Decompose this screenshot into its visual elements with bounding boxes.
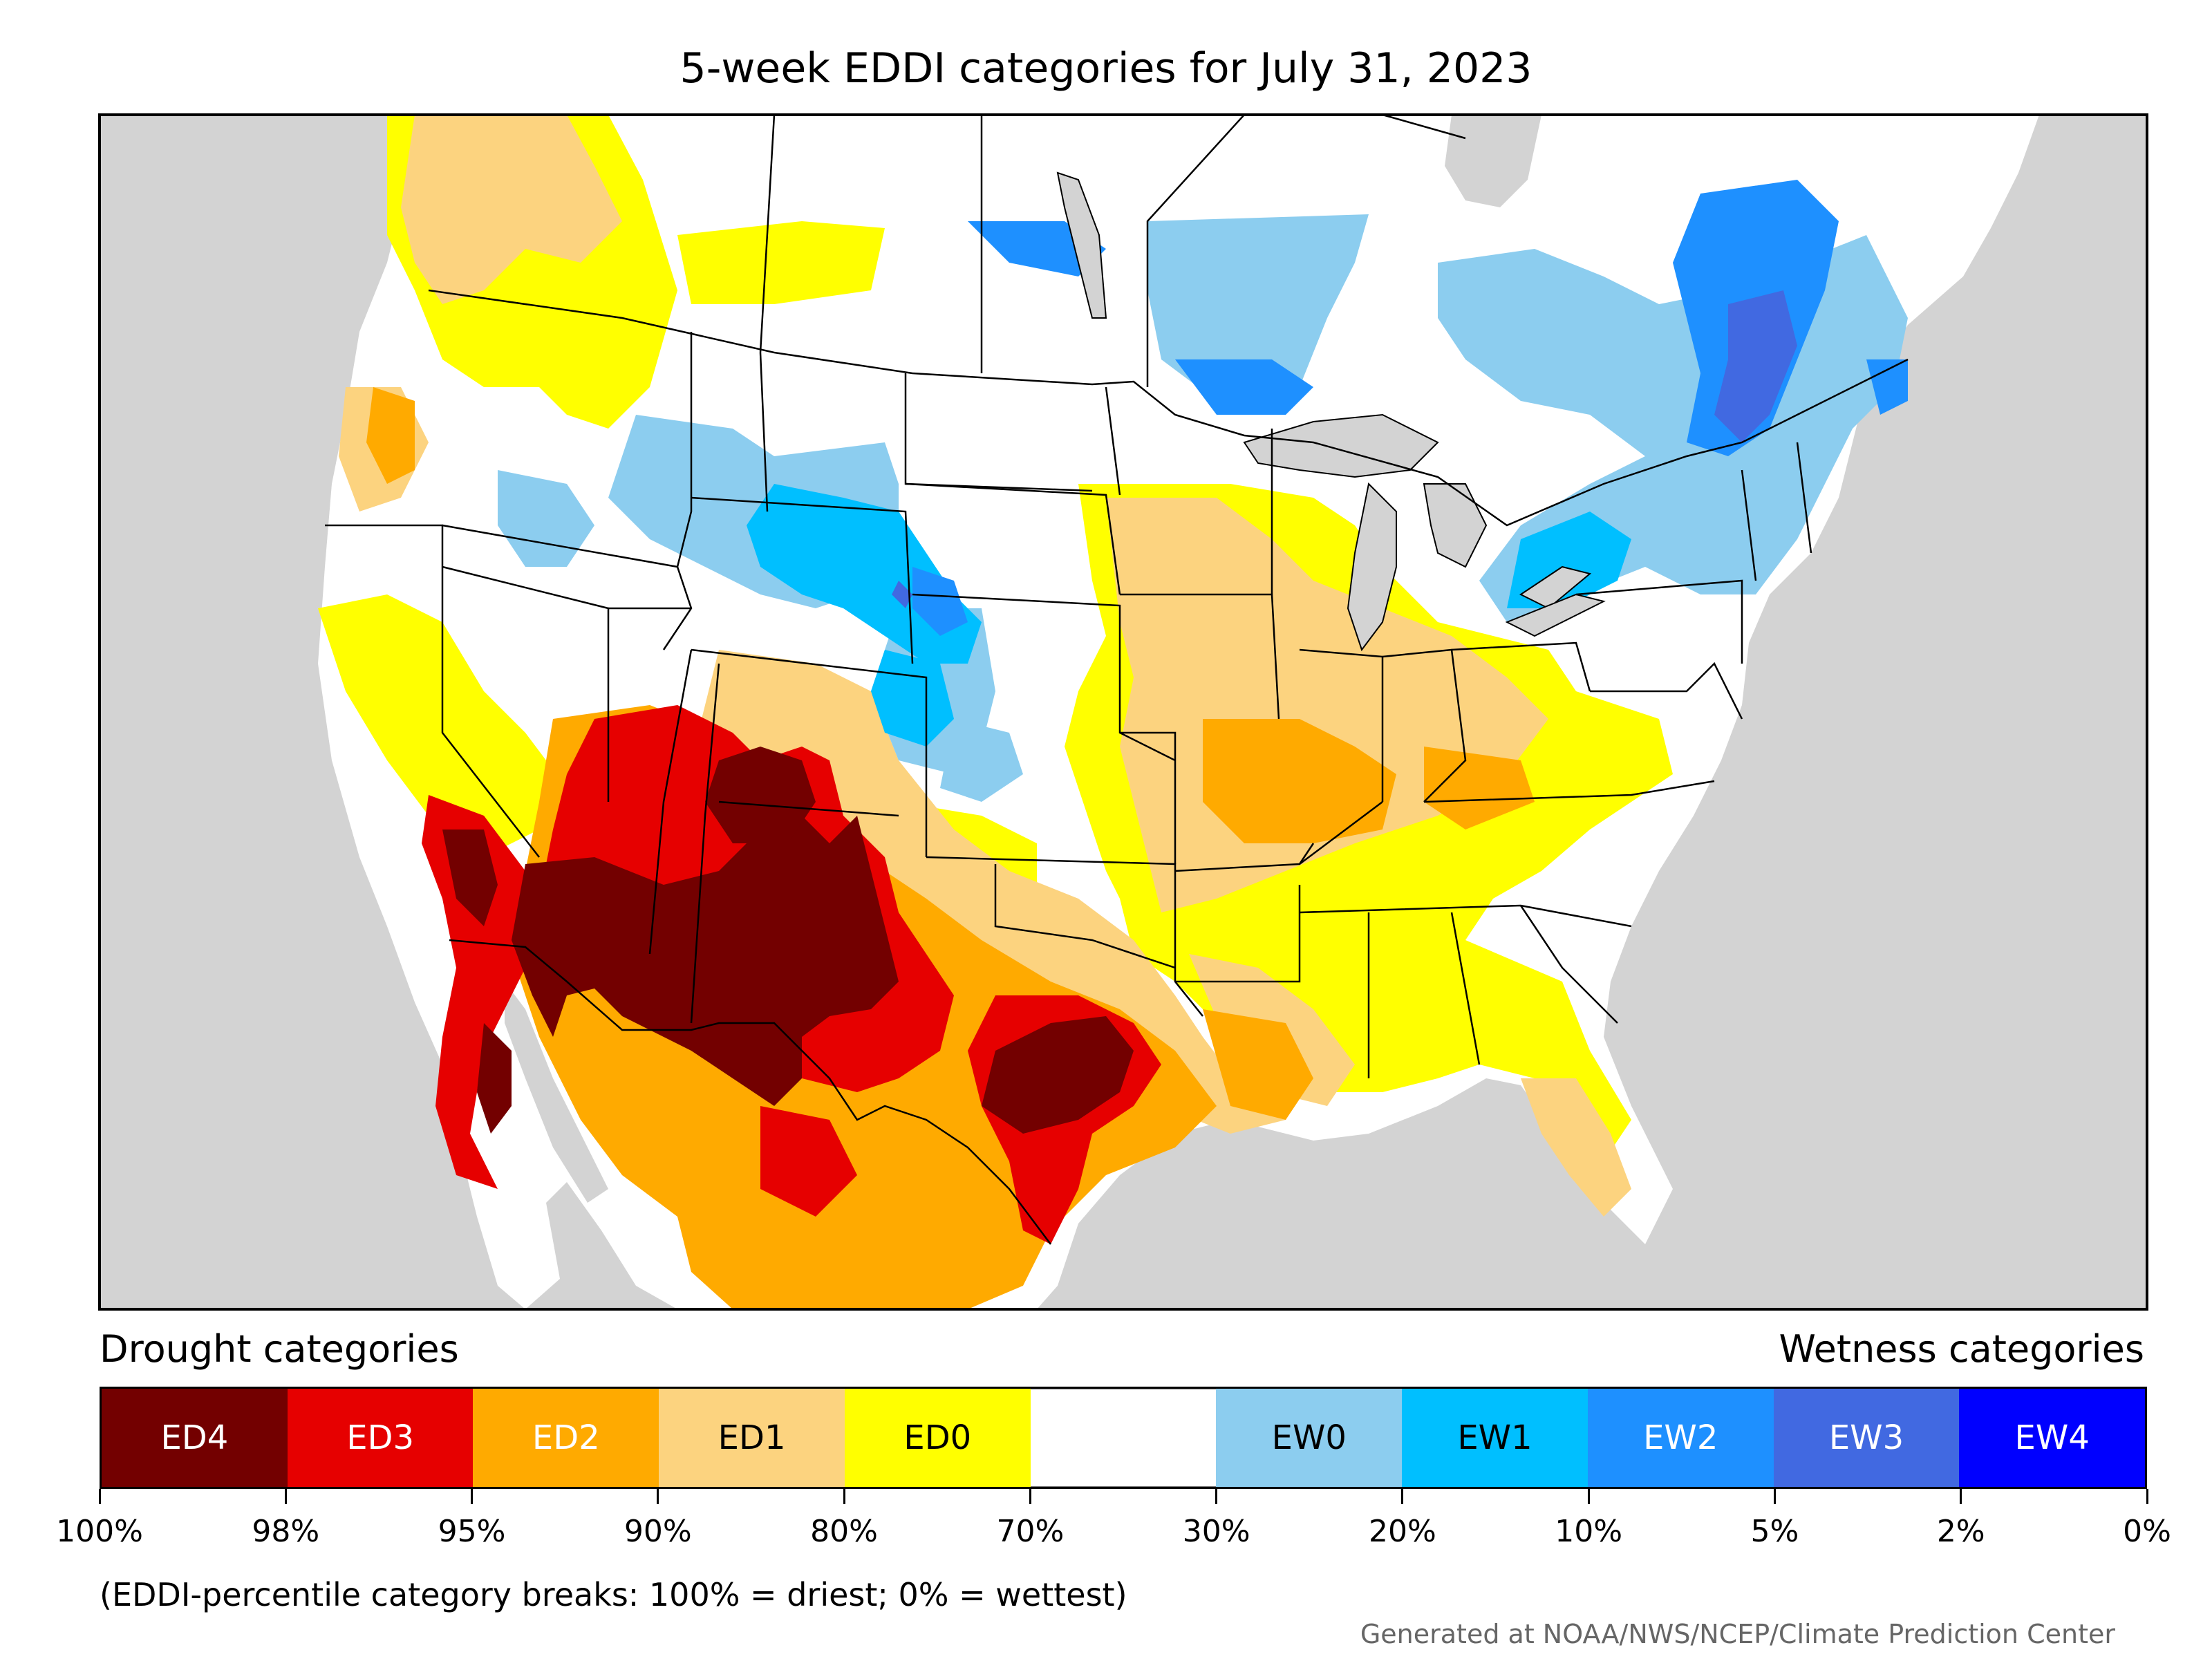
legend-swatch-ew3: EW3: [1773, 1389, 1960, 1487]
legend-swatch-label: ED1: [718, 1418, 786, 1457]
drought-categories-title: Drought categories: [100, 1327, 459, 1371]
legend-swatch-ed3: ED3: [287, 1389, 474, 1487]
tick-label: 2%: [1936, 1514, 1985, 1549]
tick-label: 0%: [2123, 1514, 2171, 1549]
tick-mark: [1587, 1489, 1590, 1504]
ew3-areas: [892, 290, 1797, 608]
tick-mark: [1215, 1489, 1218, 1504]
tick-label: 100%: [56, 1514, 143, 1549]
tick-label: 98%: [252, 1514, 320, 1549]
legend-swatch-ed1: ED1: [659, 1389, 845, 1487]
legend-swatch-label: EW4: [2014, 1418, 2090, 1457]
tick-label: 20%: [1369, 1514, 1436, 1549]
tick-label: 90%: [624, 1514, 692, 1549]
tick-label: 80%: [810, 1514, 878, 1549]
eddi-map: [98, 113, 2148, 1311]
tick-mark: [1960, 1489, 1962, 1504]
legend-swatch-ed4: ED4: [102, 1389, 288, 1487]
legend-swatch-label: EW0: [1271, 1418, 1347, 1457]
tick-mark: [2146, 1489, 2148, 1504]
tick-label: 95%: [438, 1514, 506, 1549]
tick-mark: [1773, 1489, 1776, 1504]
political-boundaries: [325, 115, 1909, 1245]
legend-swatch-ew2: EW2: [1587, 1389, 1774, 1487]
tick-mark: [657, 1489, 659, 1504]
hudson-bay: [1445, 115, 1541, 207]
tick-label: 10%: [1555, 1514, 1623, 1549]
legend-swatch-ed2: ED2: [473, 1389, 659, 1487]
legend-swatch-ew0: EW0: [1216, 1389, 1403, 1487]
tick-label: 70%: [996, 1514, 1065, 1549]
legend-swatch-label: ED3: [346, 1418, 415, 1457]
legend-swatch-label: EW2: [1643, 1418, 1718, 1457]
tick-mark: [284, 1489, 287, 1504]
legend-swatch-ed0: ED0: [844, 1389, 1031, 1487]
credit-line: Generated at NOAA/NWS/NCEP/Climate Predi…: [1360, 1619, 2115, 1649]
great-lakes: [1243, 413, 1606, 652]
tick-label: 5%: [1750, 1514, 1799, 1549]
legend-swatch-normal: [1030, 1389, 1217, 1487]
legend-swatch-label: EW1: [1457, 1418, 1533, 1457]
tick-mark: [98, 1489, 101, 1504]
tick-mark: [1029, 1489, 1031, 1504]
tick-mark: [1401, 1489, 1404, 1504]
legend-swatch-label: ED2: [532, 1418, 600, 1457]
map-title: 5-week EDDI categories for July 31, 2023: [679, 44, 1533, 93]
ed4-areas: [442, 747, 1134, 1134]
wetness-categories-title: Wetness categories: [1779, 1327, 2144, 1371]
legend-swatch-ew1: EW1: [1402, 1389, 1588, 1487]
lake-winnipeg: [1056, 171, 1107, 319]
legend-swatch-ew4: EW4: [1959, 1389, 2146, 1487]
legend-swatch-label: ED0: [903, 1418, 972, 1457]
tick-mark: [843, 1489, 845, 1504]
tick-label: 30%: [1182, 1514, 1250, 1549]
gulf-of-california: [505, 982, 608, 1203]
category-colorbar: ED4 ED3 ED2 ED1 ED0 EW0 EW1 EW2 EW3 EW4: [100, 1387, 2147, 1489]
category-note: (EDDI-percentile category breaks: 100% =…: [100, 1576, 1127, 1613]
map-frame: [98, 113, 2148, 1311]
tick-mark: [471, 1489, 474, 1504]
legend-swatch-label: EW3: [1828, 1418, 1904, 1457]
legend-swatch-label: ED4: [160, 1418, 229, 1457]
